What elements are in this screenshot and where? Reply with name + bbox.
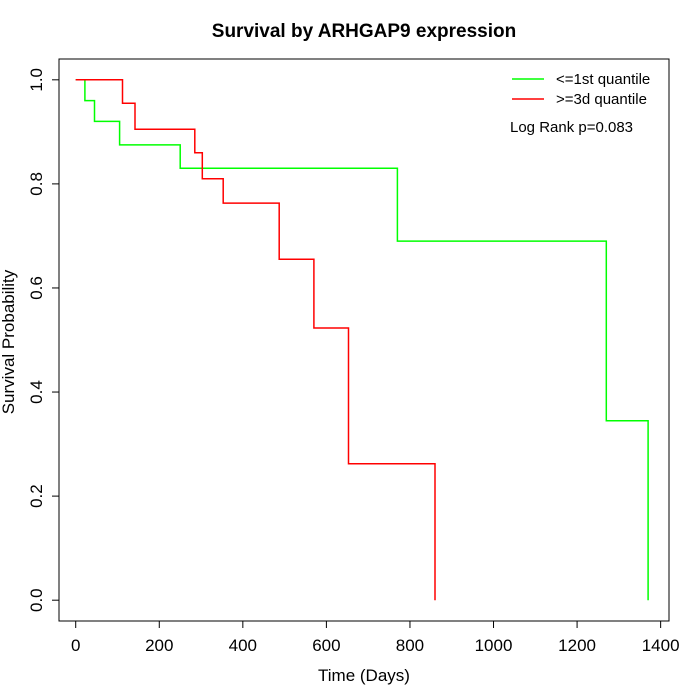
x-tick-label: 600 — [312, 636, 340, 655]
series-layer — [75, 79, 649, 601]
y-axis-label: Survival Probability — [0, 269, 18, 414]
x-tick-label: 1200 — [558, 636, 596, 655]
legend: <=1st quantile >=3d quantile — [512, 71, 650, 108]
y-tick-label: 0.4 — [27, 380, 46, 404]
log-rank-annotation: Log Rank p=0.083 — [510, 119, 633, 136]
x-tick-label: 0 — [71, 636, 80, 655]
y-tick-label: 0.8 — [27, 172, 46, 196]
legend-label-2: >=3d quantile — [556, 91, 647, 108]
plot-frame — [58, 58, 670, 622]
x-tick-label: 1400 — [642, 636, 680, 655]
chart-title: Survival by ARHGAP9 expression — [212, 21, 516, 42]
y-axis: 0.0 0.2 0.4 0.6 0.8 1.0 — [27, 68, 60, 612]
y-tick-label: 1.0 — [27, 68, 46, 92]
y-tick-label: 0.6 — [27, 276, 46, 300]
x-tick-label: 200 — [145, 636, 173, 655]
x-axis-label: Time (Days) — [318, 666, 410, 685]
x-tick-label: 1000 — [475, 636, 513, 655]
x-tick-label: 800 — [396, 636, 424, 655]
legend-label-1: <=1st quantile — [556, 71, 650, 88]
y-tick-label: 0.2 — [27, 484, 46, 508]
series-line-1 — [75, 79, 649, 601]
x-tick-label: 400 — [229, 636, 257, 655]
x-axis: 0 200 400 600 800 1000 1200 1400 — [71, 620, 680, 655]
series-line-2 — [75, 79, 436, 601]
y-tick-label: 0.0 — [27, 588, 46, 612]
